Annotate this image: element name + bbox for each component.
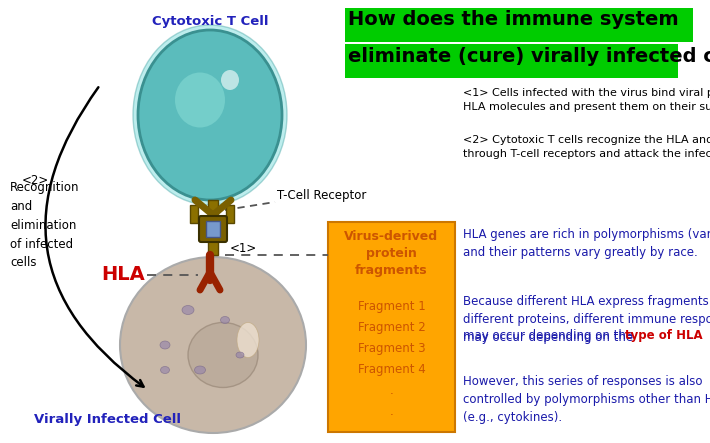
Ellipse shape [221, 316, 229, 323]
Text: Fragment 4: Fragment 4 [358, 363, 425, 376]
Ellipse shape [138, 30, 282, 200]
Ellipse shape [188, 323, 258, 388]
Ellipse shape [237, 323, 259, 358]
Text: Because different HLA express fragments of
different proteins, different immune : Because different HLA express fragments … [463, 295, 710, 344]
Ellipse shape [160, 341, 170, 349]
Ellipse shape [133, 25, 287, 205]
Bar [226, 205, 234, 223]
Text: Fragment 1: Fragment 1 [358, 300, 425, 313]
Ellipse shape [195, 366, 205, 374]
Text: <2>: <2> [22, 174, 49, 187]
Ellipse shape [236, 352, 244, 358]
Text: HLA: HLA [102, 265, 145, 284]
Bar [206, 221, 220, 237]
Text: <2> Cytotoxic T cells recognize the HLA and protein fragments
through T-cell rec: <2> Cytotoxic T cells recognize the HLA … [463, 135, 710, 159]
Text: <1>: <1> [230, 241, 257, 254]
Bar [345, 44, 678, 78]
FancyBboxPatch shape [199, 216, 227, 242]
Text: eliminate (cure) virally infected cells?: eliminate (cure) virally infected cells? [348, 47, 710, 66]
Bar [190, 205, 198, 223]
Text: T-Cell Receptor: T-Cell Receptor [277, 189, 366, 202]
Text: may occur depending on the: may occur depending on the [463, 329, 637, 342]
Text: .: . [390, 405, 393, 418]
Ellipse shape [182, 306, 194, 315]
Ellipse shape [160, 366, 170, 373]
Bar [208, 200, 218, 255]
Text: Cytotoxic T Cell: Cytotoxic T Cell [152, 15, 268, 28]
Text: .: . [390, 384, 393, 397]
Bar [345, 8, 693, 42]
Text: Fragment 3: Fragment 3 [358, 342, 425, 355]
Ellipse shape [120, 257, 306, 433]
Text: .: . [688, 329, 692, 342]
Text: Recognition
and
elimination
of infected
cells: Recognition and elimination of infected … [10, 180, 80, 269]
Text: However, this series of responses is also
controlled by polymorphisms other than: However, this series of responses is als… [463, 375, 710, 424]
Text: type of HLA: type of HLA [625, 329, 703, 342]
Bar [328, 222, 455, 432]
Text: Fragment 2: Fragment 2 [358, 321, 425, 334]
Text: How does the immune system: How does the immune system [348, 10, 679, 29]
Text: HLA genes are rich in polymorphisms (variants)
and their patterns vary greatly b: HLA genes are rich in polymorphisms (var… [463, 228, 710, 259]
Ellipse shape [221, 70, 239, 90]
Ellipse shape [175, 73, 225, 128]
Text: Virally Infected Cell: Virally Infected Cell [35, 413, 182, 426]
Text: Virus-derived
protein
fragments: Virus-derived protein fragments [344, 230, 439, 277]
Text: <1> Cells infected with the virus bind viral protein fragments onto
HLA molecule: <1> Cells infected with the virus bind v… [463, 88, 710, 112]
